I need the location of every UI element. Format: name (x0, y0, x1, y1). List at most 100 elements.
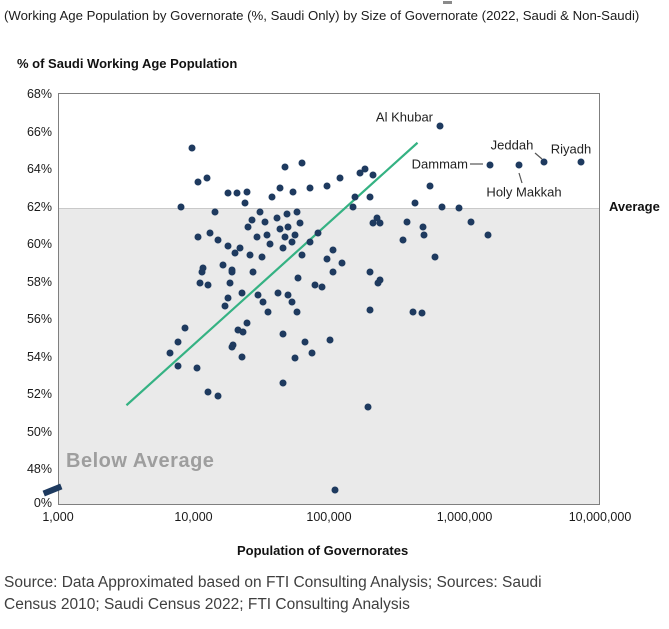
plot-area (58, 93, 600, 505)
data-point (376, 219, 384, 227)
data-point (233, 189, 241, 197)
y-tick-label: 56% (26, 312, 52, 326)
data-point (211, 208, 219, 216)
data-point (361, 165, 369, 173)
data-point (166, 349, 174, 357)
data-point (366, 306, 374, 314)
data-point (231, 249, 239, 257)
data-point (279, 244, 287, 252)
data-point (264, 308, 272, 315)
data-point (214, 392, 222, 400)
data-point (284, 223, 292, 231)
data-point (194, 178, 202, 186)
data-point (403, 218, 411, 225)
data-point (420, 231, 428, 239)
data-point (338, 259, 346, 267)
x-tick-label: 1,000 (42, 510, 74, 524)
data-point (249, 268, 257, 276)
data-point (259, 298, 267, 306)
data-point (301, 338, 309, 345)
chart-title: (Working Age Population by Governorate (… (4, 8, 640, 23)
data-point (243, 188, 251, 195)
data-point (311, 281, 319, 289)
data-point (266, 240, 274, 248)
data-point (288, 298, 296, 306)
data-point (364, 403, 372, 411)
data-point (281, 163, 289, 171)
data-point (455, 204, 463, 212)
data-point (484, 231, 492, 239)
data-point (308, 349, 316, 357)
data-point (366, 193, 374, 201)
data-point (203, 174, 211, 182)
y-tick-label: 66% (26, 124, 52, 139)
y-tick-label: 48% (26, 462, 52, 476)
data-point (198, 268, 206, 276)
data-point (194, 233, 202, 240)
data-point (224, 189, 232, 197)
data-point (199, 264, 207, 272)
data-point (306, 184, 314, 192)
data-point (246, 251, 254, 259)
data-point (369, 219, 377, 227)
data-point (236, 244, 244, 252)
below-average-label: Below Average (66, 450, 215, 472)
data-point (418, 309, 426, 317)
data-point (323, 182, 331, 190)
y-tick-label: 62% (26, 199, 52, 214)
data-point (253, 233, 261, 240)
data-point (221, 302, 229, 310)
data-point (331, 486, 339, 494)
y-tick-label: 54% (26, 349, 52, 364)
data-point (284, 291, 292, 299)
y-tick-label: 58% (26, 274, 52, 289)
label-dammam: Dammam (411, 156, 468, 172)
y-tick-label: 68% (26, 87, 52, 101)
data-point (419, 223, 427, 231)
data-point (204, 281, 212, 289)
data-point (291, 231, 299, 239)
data-point (238, 289, 246, 297)
top-dash-mark (443, 1, 452, 4)
data-point (326, 336, 334, 344)
data-point (254, 291, 262, 299)
x-tick-label: 10,000 (174, 510, 213, 524)
data-point (224, 242, 232, 250)
data-point (399, 236, 407, 244)
data-point (314, 229, 322, 237)
y-tick-label: 50% (26, 424, 52, 439)
data-point (283, 210, 291, 218)
data-point (204, 388, 212, 396)
label-riyadh: Riyadh (550, 141, 592, 157)
data-point (258, 253, 266, 261)
data-point (426, 182, 434, 190)
data-point (263, 231, 271, 239)
data-point (329, 246, 337, 254)
data-point (228, 268, 236, 276)
data-point (351, 193, 359, 201)
data-point (376, 276, 384, 284)
x-tick-label: 100,000 (306, 510, 352, 524)
data-point (261, 218, 269, 225)
data-point (369, 171, 377, 179)
data-point (276, 184, 284, 192)
data-point (336, 174, 344, 182)
data-point (196, 279, 204, 287)
data-point (177, 203, 185, 210)
data-point (248, 216, 256, 224)
data-point (256, 208, 264, 216)
data-point (239, 328, 247, 336)
data-point (318, 283, 326, 291)
data-point (241, 199, 249, 207)
data-point (281, 233, 289, 240)
x-axis-title: Population of Governorates (237, 543, 409, 558)
y-tick-label: 52% (26, 387, 52, 401)
data-point (238, 353, 246, 360)
data-point (274, 289, 282, 297)
data-point (294, 274, 302, 282)
data-point (323, 255, 331, 263)
data-point (229, 341, 237, 349)
data-point (288, 238, 296, 246)
x-tick-label: 10,000,000 (568, 510, 632, 524)
